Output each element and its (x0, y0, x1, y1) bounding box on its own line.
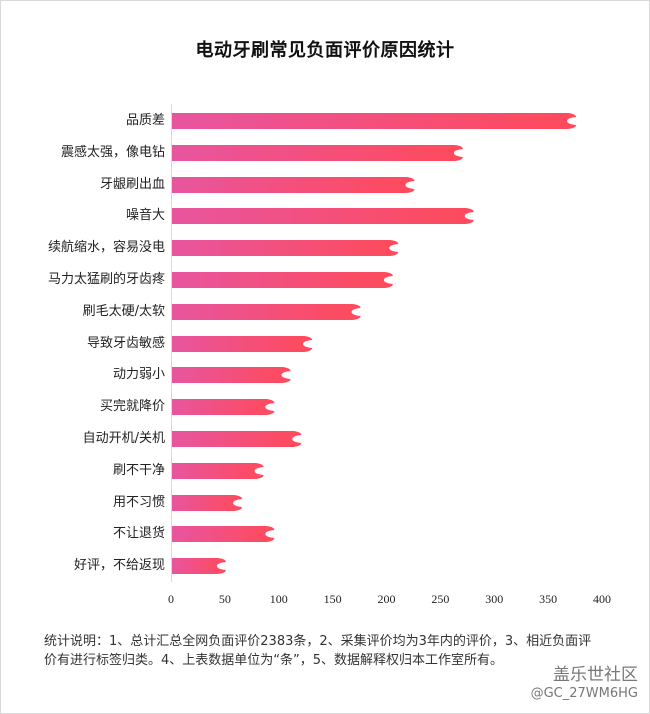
bar-row: 不让退货 (0, 525, 650, 543)
bar (172, 399, 275, 416)
x-tick-label: 350 (539, 592, 558, 606)
category-label: 刷不干净 (112, 462, 165, 478)
bar (172, 144, 464, 161)
bar-row: 自动开机/关机 (0, 430, 650, 448)
category-label: 动力弱小 (112, 367, 165, 383)
x-tick-label: 300 (485, 592, 504, 606)
bar-row: 买完就降价 (0, 398, 650, 416)
watermark-site: 盖乐世社区 (553, 665, 638, 685)
bar (172, 367, 292, 384)
bar (172, 208, 475, 225)
bar (172, 526, 275, 543)
category-label: 导致牙齿敏感 (86, 335, 165, 351)
stats-note: 统计说明：1、总计汇总全网负面评价2383条，2、采集评价均为3年内的评价，3、… (44, 632, 604, 670)
bar (172, 558, 227, 575)
category-label: 自动开机/关机 (82, 431, 165, 446)
x-tick-label: 400 (593, 592, 611, 606)
category-label: 用不习惯 (112, 494, 165, 510)
bar-row: 震感太强，像电钻 (0, 144, 650, 162)
bar-row: 导致牙齿敏感 (0, 335, 650, 353)
bar (172, 303, 362, 320)
bar (172, 431, 302, 447)
category-label: 马力太猛刷的牙齿疼 (47, 272, 165, 287)
bar-row: 刷不干净 (0, 462, 650, 480)
x-tick-label: 250 (431, 592, 450, 606)
y-axis-line (171, 104, 172, 582)
bar (172, 240, 399, 257)
bar (172, 176, 415, 193)
bar (172, 113, 577, 129)
category-label: 买完就降价 (99, 399, 165, 415)
bar-row: 品质差 (0, 112, 650, 130)
category-label: 牙龈刷出血 (99, 176, 165, 192)
bar-row: 好评，不给返现 (0, 557, 650, 575)
category-label: 品质差 (125, 113, 165, 128)
x-tick-label: 150 (323, 592, 342, 606)
stats-note-line-1: 统计说明：1、总计汇总全网负面评价2383条，2、采集评价均为3年内的评价，3、… (44, 634, 592, 649)
bar-row: 牙龈刷出血 (0, 176, 650, 194)
category-label: 震感太强，像电钻 (60, 144, 165, 160)
bar-row: 续航缩水，容易没电 (0, 239, 650, 257)
stats-note-line-2: 价有进行标签归类。4、上表数据单位为“条”，5、数据解释权归本工作室所有。 (44, 653, 504, 668)
category-label: 续航缩水，容易没电 (47, 240, 165, 256)
x-tick-label: 100 (269, 592, 288, 606)
bar (172, 462, 265, 479)
bar-row: 动力弱小 (0, 366, 650, 384)
watermark-user: @GC_27WM6HG (530, 686, 638, 701)
bar (172, 272, 394, 288)
category-label: 好评，不给返现 (73, 558, 165, 574)
bar (172, 335, 313, 352)
chart-title: 电动牙刷常见负面评价原因统计 (195, 40, 455, 61)
bar-row: 用不习惯 (0, 494, 650, 512)
bar (172, 494, 243, 511)
x-tick-label: 0 (168, 592, 174, 606)
category-label: 刷毛太硬/太软 (82, 303, 165, 319)
category-label: 噪音大 (125, 208, 165, 224)
x-tick-label: 50 (218, 592, 231, 606)
bar-row: 马力太猛刷的牙齿疼 (0, 271, 650, 289)
bar-row: 刷毛太硬/太软 (0, 303, 650, 321)
x-tick-label: 200 (377, 592, 396, 606)
category-label: 不让退货 (112, 526, 165, 542)
bar-row: 噪音大 (0, 207, 650, 225)
